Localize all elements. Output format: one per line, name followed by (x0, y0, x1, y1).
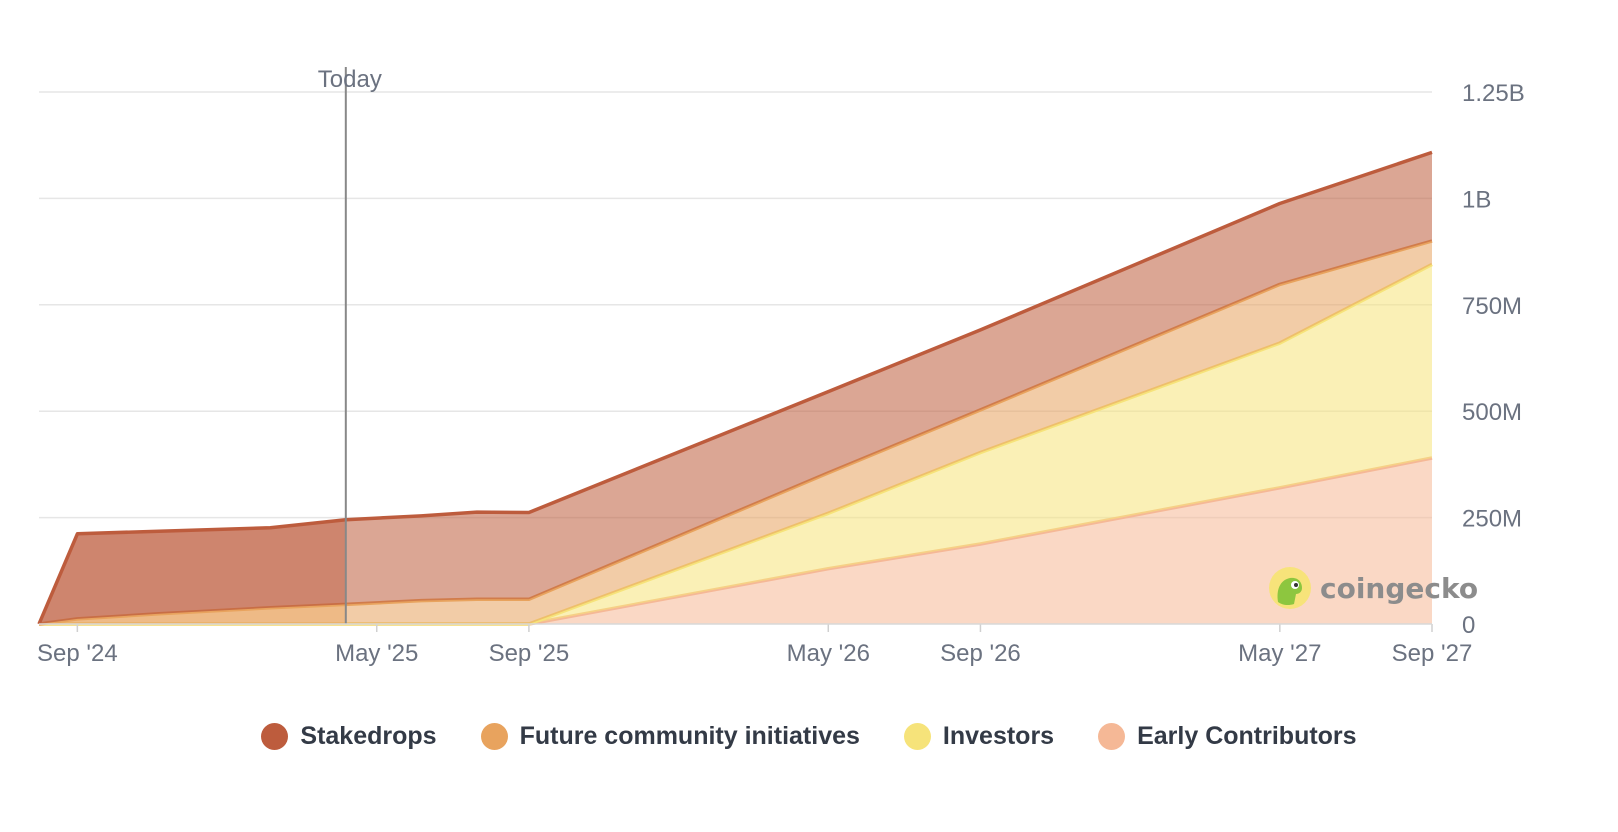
area-layer (37, 150, 1433, 626)
x-tick-label: Sep '24 (37, 640, 118, 667)
legend-swatch (903, 722, 931, 750)
area-future-community-initiatives-future (345, 241, 1432, 624)
area-investors-future (345, 264, 1432, 624)
x-tick-label: Sep '27 (1392, 640, 1473, 667)
y-tick-label: 250M (1462, 506, 1522, 533)
legend-label: Investors (942, 721, 1055, 750)
watermark-text: coingecko (1320, 571, 1479, 605)
y-tick-label: 500M (1462, 399, 1522, 426)
x-tick-label: Sep '25 (489, 640, 570, 667)
area-stakedrops-line (37, 150, 1433, 625)
axis-layer: 0 250M 500M 750M 1B 1.25B Sep '24 May '25 Sep '2… (37, 80, 1525, 667)
coingecko-logo-icon (1269, 567, 1311, 609)
x-tick-label: May '26 (787, 640, 870, 667)
legend-swatch (261, 722, 289, 750)
legend-label: Early Contributors (1137, 721, 1357, 750)
legend: Stakedrops Future community initiatives In… (0, 716, 1618, 756)
x-tick-label: May '27 (1238, 640, 1321, 667)
x-tick-label: May '25 (335, 640, 418, 667)
area-early-contributors-future (345, 458, 1432, 624)
legend-swatch (1098, 722, 1126, 750)
area-stakedrops-future (345, 152, 1432, 605)
today-layer: Today (318, 66, 382, 624)
area-stakedrops-past (39, 519, 346, 624)
legend-item[interactable]: Future community initiatives (480, 721, 860, 751)
y-tick-label: 1B (1462, 186, 1491, 213)
legend-item[interactable]: Investors (903, 721, 1055, 751)
legend-label: Stakedrops (300, 721, 437, 750)
x-tick-label: Sep '26 (940, 640, 1021, 667)
legend-item[interactable]: Stakedrops (261, 721, 437, 751)
today-label: Today (318, 66, 382, 93)
coingecko-watermark: coingecko (1268, 566, 1478, 610)
legend-swatch (480, 722, 508, 750)
y-tick-label: 0 (1462, 612, 1475, 639)
y-tick-label: 750M (1462, 293, 1522, 320)
y-tick-label: 1.25B (1462, 80, 1525, 107)
legend-label: Future community initiatives (519, 721, 860, 750)
legend-item[interactable]: Early Contributors (1098, 721, 1357, 751)
